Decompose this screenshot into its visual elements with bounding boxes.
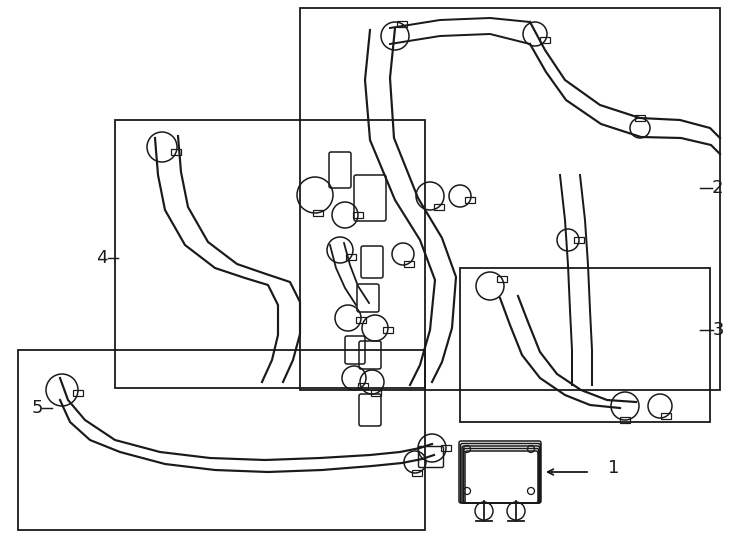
Text: 2: 2 — [712, 179, 724, 197]
Text: 1: 1 — [608, 459, 619, 477]
Text: 4: 4 — [96, 249, 107, 267]
Text: 3: 3 — [713, 321, 724, 339]
Text: 5: 5 — [32, 399, 43, 417]
